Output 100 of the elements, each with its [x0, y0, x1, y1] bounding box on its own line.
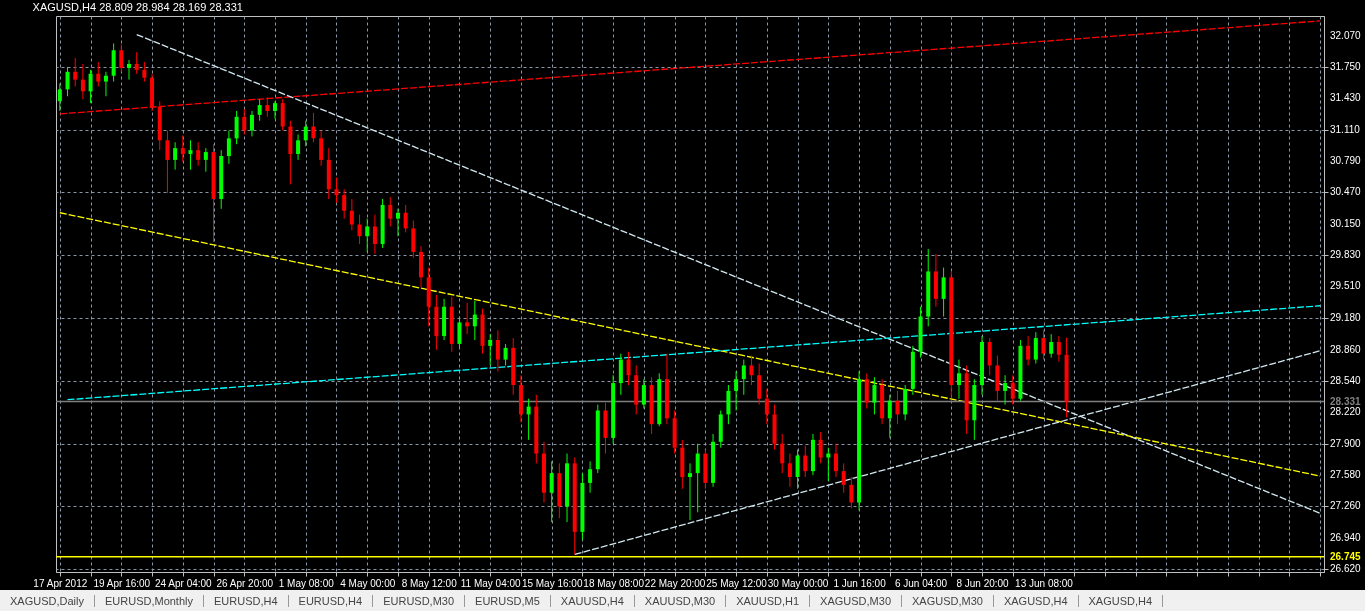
text: XAUUSD,H4: [550, 594, 635, 607]
x-tick-label: 8 Jun 20:00: [956, 577, 1010, 589]
candlestick: [588, 460, 593, 494]
candlestick: [1026, 335, 1031, 366]
candlestick: [196, 141, 201, 167]
text: EURUSD,Monthly: [94, 594, 204, 607]
y-tick-label: 30.470: [1330, 186, 1362, 198]
candlestick: [734, 370, 739, 411]
x-tick-label: 6 Jun 04:00: [894, 577, 948, 589]
candlestick: [173, 141, 178, 171]
y-tick-label: 29.830: [1330, 248, 1362, 260]
candlestick: [411, 220, 416, 259]
candlestick: [257, 98, 262, 122]
candlestick: [626, 351, 631, 386]
candlestick: [80, 63, 85, 100]
y-tick-label: 31.110: [1330, 123, 1361, 135]
y-tick-label: 26.940: [1330, 531, 1362, 543]
candlestick: [987, 337, 992, 376]
text: EURUSD,H4: [288, 594, 374, 607]
text: XAGUSD,Daily: [0, 594, 95, 607]
candlestick: [1056, 335, 1061, 363]
x-tick-label: 11 May 04:00: [460, 577, 522, 589]
y-tick-label: 32.070: [1330, 29, 1362, 41]
ref-line-label: 26.745: [1330, 550, 1362, 562]
candlestick: [180, 134, 185, 163]
candlestick: [956, 359, 961, 400]
candlestick: [365, 218, 370, 253]
candlestick: [803, 445, 808, 478]
candlestick: [887, 394, 892, 439]
candlestick: [618, 353, 623, 396]
chart-title: XAGUSD,H4 28.809 28.984 28.169 28.331: [32, 1, 243, 13]
candlestick: [764, 388, 769, 425]
candlestick: [357, 214, 362, 245]
candlestick: [749, 355, 754, 386]
candlestick: [134, 51, 139, 75]
candlestick: [127, 59, 132, 81]
text: EURUSD,H4: [204, 594, 289, 607]
candlestick: [1010, 374, 1015, 406]
candlestick: [526, 398, 531, 441]
candlestick: [349, 198, 354, 231]
candlestick: [103, 71, 108, 97]
x-tick-label: 13 Jun 08:00: [1015, 577, 1074, 589]
y-tick-label: 27.900: [1330, 437, 1362, 449]
y-tick-label: 31.430: [1330, 92, 1362, 104]
candlestick: [88, 69, 93, 104]
candlestick: [165, 130, 170, 194]
text: EURUSD,M30: [373, 594, 466, 607]
candlestick: [465, 302, 470, 335]
candlestick: [203, 147, 208, 173]
y-tick-label: 29.180: [1330, 312, 1362, 324]
text: XAUUSD,H1: [726, 594, 811, 607]
candlestick: [273, 100, 278, 120]
x-tick-label: 17 Apr 2012: [33, 577, 88, 589]
candlestick: [895, 390, 900, 425]
candlestick: [311, 112, 316, 143]
candlestick: [472, 300, 477, 341]
y-tick-label: 30.790: [1330, 154, 1362, 166]
y-tick-label: 29.510: [1330, 280, 1362, 292]
candlestick: [1049, 333, 1054, 359]
y-tick-label: 30.150: [1330, 217, 1362, 229]
candlestick: [457, 316, 462, 349]
y-tick-label: 27.260: [1330, 500, 1362, 512]
candlestick: [941, 267, 946, 318]
candlestick: [780, 433, 785, 474]
candlestick: [388, 196, 393, 227]
candlestick: [372, 214, 377, 255]
candlestick: [142, 61, 147, 83]
candlestick: [242, 108, 247, 135]
y-tick-label: 27.580: [1330, 469, 1362, 481]
candlestick: [787, 453, 792, 488]
x-tick-label: 8 May 12:00: [401, 577, 458, 589]
candlestick: [403, 204, 408, 233]
candlestick: [688, 462, 692, 521]
x-tick-label: 1 Jun 16:00: [833, 577, 887, 589]
x-tick-label: 25 May 12:00: [706, 577, 768, 589]
text: XAGUSD,H4: [993, 594, 1079, 607]
candlestick: [818, 431, 823, 464]
candlestick: [234, 110, 239, 145]
candlestick: [57, 83, 62, 112]
text: EURUSD,M5: [465, 594, 551, 607]
ref-line-label: 28.331: [1330, 395, 1362, 407]
candlestick: [549, 460, 554, 523]
candlestick: [849, 476, 854, 509]
y-tick-label: 26.620: [1330, 563, 1362, 575]
candlestick: [1033, 331, 1038, 364]
candlestick: [226, 130, 231, 165]
candlestick: [641, 378, 646, 410]
candlestick: [834, 443, 839, 478]
candlestick: [319, 130, 324, 167]
y-tick-label: 28.860: [1330, 343, 1362, 355]
x-tick-label: 30 May 00:00: [767, 577, 829, 589]
candlestick: [96, 61, 101, 87]
x-tick-label: 15 May 16:00: [521, 577, 583, 589]
y-tick-label: 31.750: [1330, 60, 1362, 72]
candlestick: [73, 57, 78, 87]
x-tick-label: 22 May 20:00: [644, 577, 706, 589]
candlestick: [495, 329, 500, 372]
text: XAUUSD,M30: [634, 594, 727, 607]
candlestick: [741, 359, 746, 396]
candlestick: [1041, 329, 1046, 361]
